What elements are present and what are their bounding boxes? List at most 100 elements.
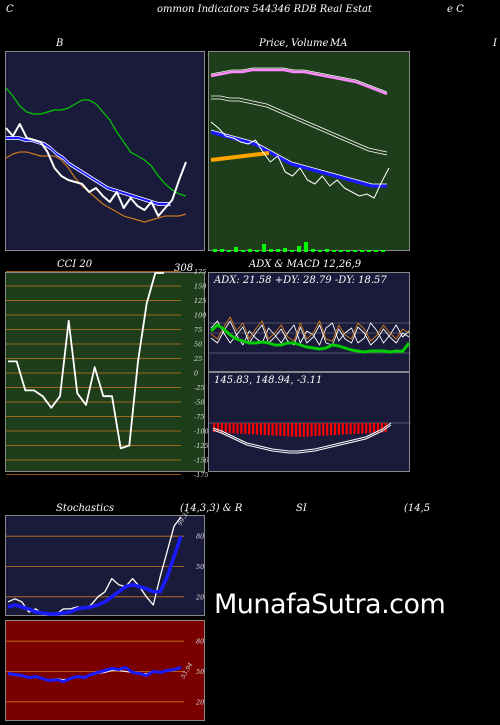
cci-tick-label: -125 — [194, 442, 209, 450]
bb-title: B — [56, 38, 64, 49]
macd-hist-bar — [248, 423, 251, 435]
header-right: e C — [447, 4, 464, 15]
cci-tick-label: 100 — [194, 312, 206, 320]
macd-hist-bar — [287, 423, 290, 437]
macd-hist-bar — [310, 423, 313, 437]
price-volume-bar — [241, 250, 245, 252]
stoch-panel: 80 50 20 99.31 — [5, 509, 205, 616]
macd-hist-bar — [341, 423, 344, 435]
macd-hist-bar — [349, 423, 352, 435]
price-ma-pink — [210, 68, 388, 96]
stoch-title: Stochastics — [56, 503, 114, 514]
macd-hist-bar — [224, 423, 227, 433]
price-volume-bar — [353, 250, 357, 252]
macd-line — [212, 422, 392, 452]
stoch-k-line — [7, 516, 182, 615]
price-volume-bar — [290, 250, 294, 252]
price-volume-bar — [220, 249, 224, 252]
macd-hist-bar — [376, 423, 379, 433]
macd-hist-bar — [275, 423, 278, 436]
rsi-title: SI — [296, 503, 307, 514]
bb-chart — [5, 87, 187, 223]
macd-hist-bar — [369, 423, 372, 434]
price-volume-bar — [374, 250, 378, 252]
price-volume-bar — [283, 248, 287, 252]
cci-tick-label: -25 — [194, 384, 204, 392]
price-volume-bar — [248, 249, 252, 252]
adx-values: ADX: 21.58 +DY: 28.79 -DY: 18.57 — [214, 275, 387, 286]
macd-hist-bar — [228, 423, 231, 434]
stoch-tick-label: 20 — [195, 593, 204, 601]
price-ma-white2 — [211, 98, 388, 156]
adx-chart — [209, 316, 411, 354]
cci-line — [8, 272, 164, 450]
macd-hist-bar — [232, 423, 235, 434]
cci-tick-label: 125 — [194, 297, 206, 305]
price-volume-bar — [332, 250, 336, 252]
stoch-d-line — [7, 535, 183, 616]
price-panel — [208, 51, 410, 252]
bb-upper-line — [5, 87, 187, 197]
macd-hist-bar — [380, 423, 383, 433]
price-volume-bar — [255, 250, 259, 252]
price-ma-blue-white — [210, 129, 387, 185]
cci-tick-label: -175 — [194, 471, 209, 479]
price-title-cut: I — [493, 38, 497, 49]
macd-hist-bar — [372, 423, 376, 433]
price-volume-bar — [325, 249, 329, 252]
macd-hist-bar — [330, 423, 333, 436]
macd-hist-bar — [365, 423, 368, 434]
bb-lower-line — [5, 151, 187, 223]
cci-tick-label: 0 — [194, 370, 198, 378]
rsi-panel: 80 50 20 53.94 — [5, 620, 205, 721]
price-title-volume: Volume — [291, 38, 329, 49]
macd-hist-bar — [263, 423, 266, 436]
rsi-value-label: 53.94 — [180, 661, 195, 680]
adx-panel: ADX: 21.58 +DY: 28.79 -DY: 18.57 — [208, 272, 411, 372]
macd-hist-bar — [306, 423, 309, 437]
macd-hist-bar — [294, 423, 298, 437]
macd-hist-bar — [314, 423, 317, 437]
price-volume-bar — [297, 246, 301, 252]
macd-signal — [212, 424, 392, 454]
macd-hist-bar — [318, 423, 321, 436]
rsi-tick-label: 80 — [196, 638, 204, 646]
macd-hist-bar — [236, 423, 239, 434]
price-ma-white1 — [211, 95, 388, 153]
cci-tick-label: -100 — [194, 428, 209, 436]
price-volume-bar — [213, 249, 217, 252]
price-ma-pink-white — [210, 67, 388, 93]
cci-tick-label: -75 — [194, 413, 204, 421]
cci-tick-label: 25 — [193, 355, 202, 363]
adx-minus-di — [210, 320, 410, 346]
price-title-price: Price, — [259, 38, 289, 49]
stoch-tick-label: 50 — [196, 563, 204, 571]
price-line — [210, 121, 390, 199]
macd-hist-bar — [353, 423, 356, 434]
bb-panel — [5, 51, 205, 251]
price-volume-bar — [276, 249, 280, 252]
cci-tick-label: 75 — [194, 326, 202, 334]
cci-tick-label: -50 — [194, 399, 204, 407]
macd-values: 145.83, 148.94, -3.11 — [214, 375, 323, 386]
cci-tick-label: 150 — [194, 283, 206, 291]
macd-hist-bar — [271, 423, 274, 436]
stoch-params: (14,3,3) & R — [180, 503, 243, 514]
macd-hist-bar — [326, 423, 329, 436]
macd-hist-bar — [302, 423, 305, 437]
macd-panel: 145.83, 148.94, -3.11 — [208, 372, 411, 472]
price-volume-bar — [381, 250, 385, 252]
bb-price-line — [5, 123, 187, 217]
cci-value-label: 308 — [174, 263, 194, 274]
rsi-tick-label: 20 — [195, 698, 204, 706]
stoch-value-label: 99.31 — [177, 509, 192, 527]
macd-hist-bar — [333, 423, 337, 436]
price-title-ma: MA — [330, 38, 348, 49]
bb-middle-line-blue — [6, 136, 171, 206]
price-volume-bar — [367, 250, 371, 252]
adx-title: ADX & MACD 12,26,9 — [249, 259, 362, 270]
price-volume-bar — [346, 250, 350, 252]
bb-middle-line-white2 — [6, 139, 171, 206]
macd-hist-bar — [220, 423, 223, 433]
price-ma-blue — [210, 130, 387, 188]
